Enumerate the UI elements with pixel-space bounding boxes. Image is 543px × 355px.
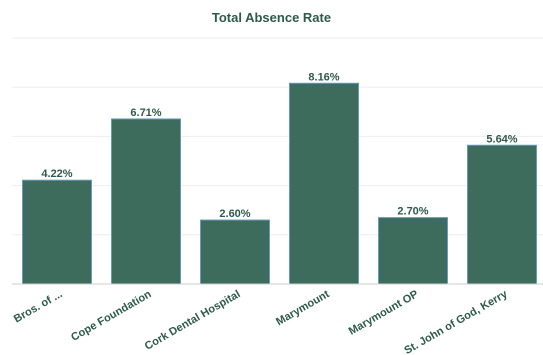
x-tick-label-1: Bros. of ... xyxy=(12,288,65,325)
bar-3[interactable] xyxy=(201,220,270,284)
bar-6[interactable] xyxy=(468,145,537,284)
x-tick-label-4: Marymount xyxy=(274,288,332,328)
x-tick-label-3: Cork Dental Hospital xyxy=(143,288,243,352)
bar-1[interactable] xyxy=(23,180,92,284)
bars xyxy=(23,83,537,284)
data-label-3: 2.60% xyxy=(219,208,250,220)
data-label-1: 4.22% xyxy=(41,168,72,180)
chart-title: Total Absence Rate xyxy=(212,10,331,25)
bar-4[interactable] xyxy=(290,83,359,284)
data-label-4: 8.16% xyxy=(308,71,339,83)
x-tick-label-2: Cope Foundation xyxy=(69,288,154,344)
bar-2[interactable] xyxy=(112,119,181,284)
data-label-2: 6.71% xyxy=(130,107,161,119)
bar-5[interactable] xyxy=(379,218,448,284)
x-tick-label-5: Marymount OP xyxy=(347,288,421,338)
data-label-5: 2.70% xyxy=(397,206,428,218)
data-label-6: 5.64% xyxy=(486,133,517,145)
